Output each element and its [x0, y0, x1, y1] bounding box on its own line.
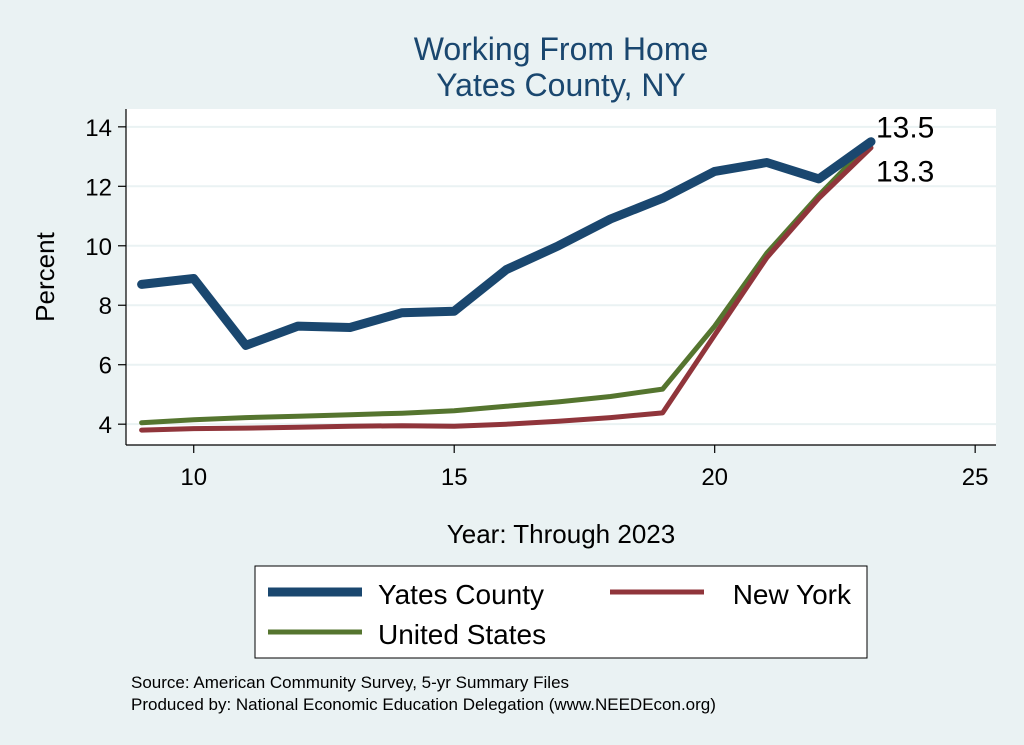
y-tick-label: 14: [85, 115, 112, 142]
series-lines: [137, 137, 876, 433]
series-line-united-states: [139, 139, 874, 426]
end-label-value: 13.3: [876, 156, 934, 189]
y-tick-label: 4: [99, 412, 112, 439]
axes: 4 6 8 10 12 14 10 15 20 25: [85, 109, 996, 491]
legend-label-yates-county: Yates County: [378, 579, 544, 610]
grid-lines: [126, 125, 996, 426]
chart-title: Working From Home: [414, 31, 709, 67]
x-tick-label: 20: [701, 464, 728, 491]
x-tick-label: 10: [180, 464, 207, 491]
legend-label-new-york: New York: [733, 579, 852, 610]
plot-area: [126, 109, 996, 445]
end-label-value: 13.5: [876, 112, 934, 145]
y-tick-label: 12: [85, 174, 112, 201]
y-tick-label: 10: [85, 234, 112, 261]
source-note: Source: American Community Survey, 5-yr …: [131, 673, 569, 692]
legend-label-united-states: United States: [378, 619, 546, 650]
x-tick-label: 25: [962, 464, 989, 491]
end-labels: 13.5 13.3: [876, 112, 934, 189]
y-tick-label: 8: [99, 293, 112, 320]
y-axis-label: Percent: [30, 231, 60, 321]
series-line-yates-county: [137, 137, 876, 350]
legend: Yates County New York United States: [268, 579, 852, 650]
y-tick-label: 6: [99, 353, 112, 380]
x-axis-label: Year: Through 2023: [447, 519, 675, 549]
legend-box: [254, 565, 868, 659]
series-line-new-york: [139, 145, 874, 433]
producer-note: Produced by: National Economic Education…: [131, 695, 716, 714]
chart-subtitle: Yates County, NY: [436, 67, 686, 103]
x-tick-label: 15: [441, 464, 468, 491]
